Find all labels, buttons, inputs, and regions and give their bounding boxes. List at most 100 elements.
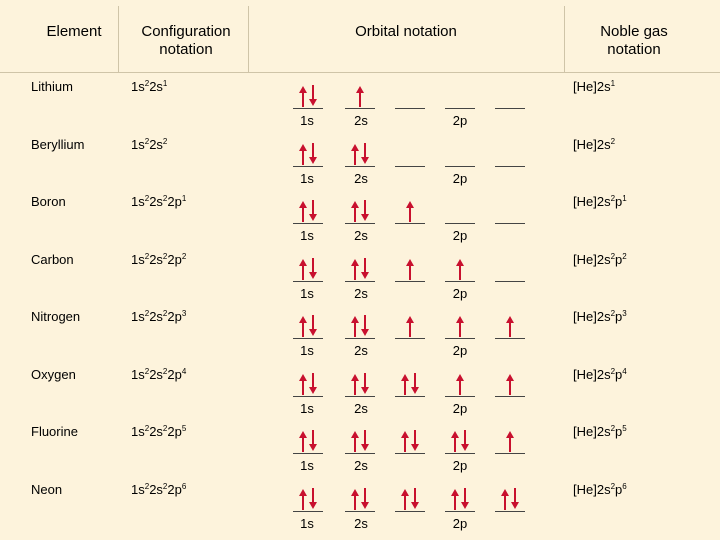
notation-superscript: 5	[622, 424, 627, 433]
spin-down-arrow-icon	[360, 487, 370, 511]
orbital-line	[495, 510, 525, 512]
notation-term: [He]2s	[573, 136, 611, 152]
notation-term: 2p	[167, 309, 182, 324]
notation-superscript: 2	[144, 251, 150, 261]
spin-up-arrow-icon	[350, 372, 360, 396]
header-element: Element	[46, 23, 102, 40]
orbital-line	[395, 165, 425, 167]
spin-up-arrow-icon	[350, 257, 360, 281]
spin-down-arrow-icon	[308, 257, 318, 281]
orbital-box	[395, 198, 425, 224]
orbital-line	[445, 108, 475, 109]
notation-superscript: 2	[162, 481, 168, 491]
notation-superscript: 2	[162, 251, 168, 261]
spin-down-arrow-icon	[308, 199, 318, 223]
spin-down-arrow-icon	[410, 487, 420, 511]
orbital-label: 2p	[452, 515, 468, 531]
orbital-box	[445, 313, 475, 339]
configuration-notation: 1s22s22p1	[131, 194, 186, 210]
orbital-line	[395, 338, 425, 339]
configuration-notation: 1s22s2	[131, 137, 167, 153]
spin-down-arrow-icon	[410, 429, 420, 453]
spin-down-arrow-icon	[460, 429, 470, 453]
orbital-line	[495, 280, 525, 282]
orbital-line	[445, 165, 475, 167]
orbital-box	[293, 83, 323, 109]
orbital-box	[345, 141, 375, 167]
spin-up-arrow-icon	[350, 314, 360, 338]
orbital-box	[345, 428, 375, 454]
noble-gas-notation: [He]2s2	[573, 137, 615, 153]
orbital-box	[495, 198, 525, 224]
orbital-line	[293, 395, 323, 397]
notation-superscript: 2	[144, 481, 150, 491]
spin-up-arrow-icon	[355, 84, 365, 108]
notation-superscript: 2	[162, 194, 168, 203]
orbital-line	[345, 280, 375, 282]
notation-term: p	[615, 424, 623, 439]
configuration-notation: 1s22s22p3	[131, 309, 186, 325]
spin-up-arrow-icon	[450, 429, 460, 453]
orbital-label: 2p	[452, 458, 468, 473]
spin-up-arrow-icon	[298, 142, 308, 166]
notation-superscript: 2	[610, 194, 616, 203]
notation-superscript: 2	[610, 481, 616, 491]
notation-superscript: 2	[610, 424, 616, 433]
notation-term: 1s	[131, 366, 145, 382]
orbital-label: 2s	[354, 170, 368, 186]
notation-term: [He]2s	[573, 424, 611, 439]
spin-up-arrow-icon	[350, 199, 360, 223]
element-name: Oxygen	[31, 366, 76, 382]
orbital-box	[345, 198, 375, 224]
notation-superscript: 2	[144, 309, 150, 318]
col-divider-1	[118, 6, 119, 72]
orbital-label: 2p	[452, 285, 468, 301]
orbital-label: 1s	[300, 228, 314, 243]
orbital-line	[395, 108, 425, 109]
orbital-line	[345, 108, 375, 109]
spin-up-arrow-icon	[298, 429, 308, 453]
orbital-box	[445, 256, 475, 282]
header-orbital: Orbital notation	[355, 23, 457, 40]
spin-down-arrow-icon	[308, 429, 318, 453]
notation-term: [He]2s	[573, 194, 611, 209]
notation-term: p	[615, 194, 623, 209]
spin-down-arrow-icon	[360, 142, 370, 166]
orbital-line	[293, 280, 323, 282]
orbital-line	[345, 338, 375, 339]
notation-superscript: 2	[610, 309, 616, 318]
spin-up-arrow-icon	[405, 314, 415, 338]
noble-gas-notation: [He]2s1	[573, 79, 615, 95]
orbital-box	[395, 83, 425, 109]
notation-term: 2s	[149, 194, 163, 209]
notation-term: 2s	[149, 481, 163, 497]
spin-up-arrow-icon	[455, 257, 465, 281]
element-name: Beryllium	[31, 136, 85, 152]
col-divider-2	[248, 6, 249, 72]
notation-term: p	[615, 481, 623, 497]
orbital-label: 1s	[300, 113, 314, 128]
orbital-box	[293, 198, 323, 224]
orbital-line	[293, 108, 323, 109]
orbital-box	[395, 256, 425, 282]
notation-term: 2p	[167, 366, 182, 382]
orbital-line	[293, 510, 323, 512]
spin-up-arrow-icon	[505, 372, 515, 396]
orbital-line	[445, 510, 475, 512]
header-configuration: Configuration notation	[141, 23, 231, 58]
notation-superscript: 2	[144, 424, 150, 433]
configuration-notation: 1s22s22p4	[131, 367, 186, 383]
orbital-label: 2s	[354, 400, 368, 416]
orbital-label: 2s	[354, 515, 368, 531]
configuration-notation: 1s22s22p2	[131, 252, 186, 268]
orbital-label: 2p	[452, 400, 468, 416]
spin-down-arrow-icon	[308, 84, 318, 108]
notation-superscript: 3	[622, 309, 627, 318]
notation-term: [He]2s	[573, 79, 611, 94]
notation-term: 2s	[149, 136, 163, 152]
orbital-label: 1s	[300, 458, 314, 473]
noble-gas-notation: [He]2s2p2	[573, 252, 627, 268]
notation-term: [He]2s	[573, 309, 611, 324]
orbital-box	[345, 313, 375, 339]
orbital-line	[345, 223, 375, 224]
